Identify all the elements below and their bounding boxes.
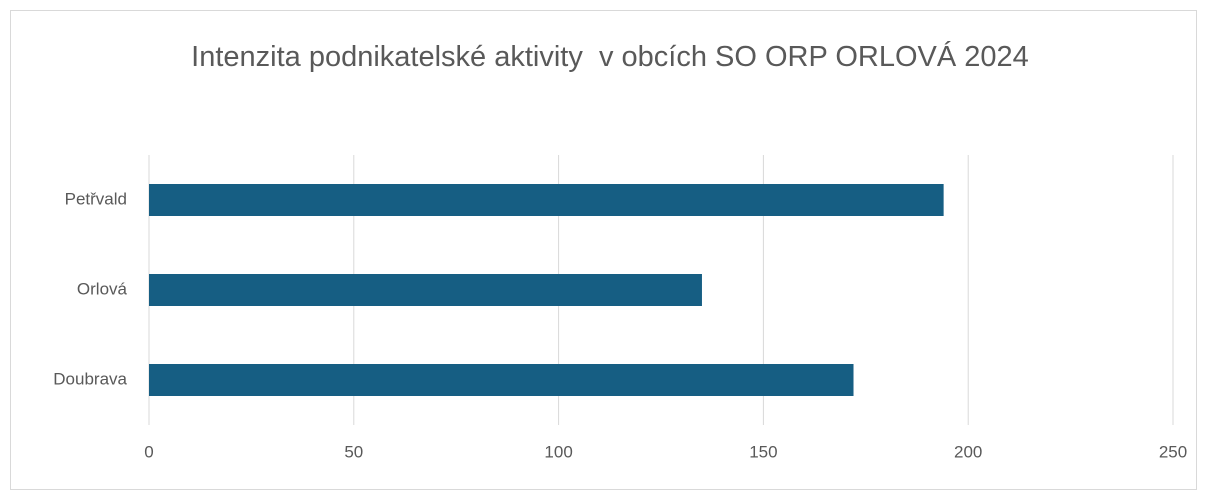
bar <box>149 274 702 306</box>
x-tick-label: 200 <box>954 442 982 461</box>
chart: Intenzita podnikatelské aktivity v obcíc… <box>10 10 1197 490</box>
y-tick-label: Doubrava <box>53 369 127 388</box>
x-tick-label: 150 <box>749 442 777 461</box>
x-tick-label: 250 <box>1159 442 1187 461</box>
y-tick-label: Orlová <box>77 279 128 298</box>
bar <box>149 184 944 216</box>
x-tick-label: 50 <box>344 442 363 461</box>
y-tick-label: Petřvald <box>65 189 127 208</box>
plot: 0 50 100 150 200 250 Petřvald Orlová Doubrava <box>53 155 1187 461</box>
x-tick-label: 100 <box>544 442 572 461</box>
chart-title: Intenzita podnikatelské aktivity v obcíc… <box>191 41 1029 73</box>
bar <box>149 364 854 396</box>
x-tick-label: 0 <box>144 442 153 461</box>
